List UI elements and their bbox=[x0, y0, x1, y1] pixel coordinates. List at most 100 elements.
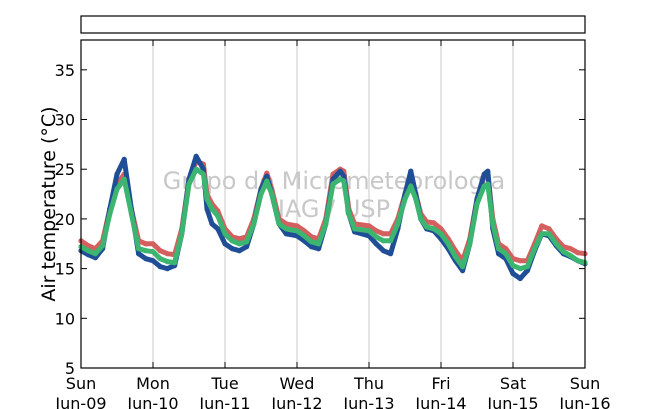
data-point bbox=[380, 238, 386, 244]
data-point bbox=[517, 266, 523, 272]
data-point bbox=[215, 213, 221, 219]
data-point bbox=[164, 251, 170, 257]
data-point bbox=[193, 153, 199, 159]
data-point bbox=[251, 221, 257, 227]
data-point bbox=[388, 238, 394, 244]
data-point bbox=[200, 171, 206, 177]
data-point bbox=[438, 231, 444, 237]
data-point bbox=[474, 201, 480, 207]
x-tick-label-day: Sat bbox=[500, 374, 526, 393]
data-point bbox=[143, 248, 149, 254]
data-point bbox=[532, 246, 538, 252]
data-point bbox=[418, 216, 424, 222]
legend-box bbox=[80, 15, 586, 34]
data-point bbox=[294, 228, 300, 234]
data-point bbox=[346, 211, 352, 217]
x-tick-label-day: Wed bbox=[280, 374, 315, 393]
data-point bbox=[121, 176, 127, 182]
plot-frame bbox=[80, 39, 586, 369]
data-point bbox=[244, 239, 250, 245]
data-point bbox=[341, 178, 347, 184]
data-point bbox=[330, 181, 336, 187]
x-tick-label-day: Mon bbox=[136, 374, 170, 393]
data-point bbox=[204, 206, 210, 212]
data-point bbox=[264, 178, 270, 184]
data-point bbox=[294, 223, 300, 229]
x-tick-label-day: Sun bbox=[570, 374, 600, 393]
x-tick-label-day: Tue bbox=[210, 374, 238, 393]
data-point bbox=[373, 241, 379, 247]
y-tick-label: 35 bbox=[55, 61, 75, 80]
data-point bbox=[164, 259, 170, 265]
y-tick-label: 10 bbox=[55, 309, 75, 328]
data-point bbox=[264, 173, 270, 179]
data-point bbox=[539, 223, 545, 229]
data-point bbox=[373, 228, 379, 234]
data-point bbox=[337, 168, 343, 174]
data-point bbox=[157, 256, 163, 262]
data-point bbox=[209, 221, 215, 227]
data-point bbox=[193, 166, 199, 172]
data-point bbox=[452, 254, 458, 260]
data-point bbox=[244, 244, 250, 250]
data-point bbox=[157, 248, 163, 254]
data-point bbox=[546, 226, 552, 232]
data-point bbox=[510, 263, 516, 269]
data-point bbox=[204, 196, 210, 202]
data-point bbox=[503, 251, 509, 257]
data-point bbox=[301, 233, 307, 239]
data-point bbox=[308, 244, 314, 250]
y-tick-label: 30 bbox=[55, 111, 75, 130]
data-point bbox=[276, 221, 282, 227]
x-tick-label-date: Jun-12 bbox=[270, 394, 322, 409]
data-point bbox=[269, 191, 275, 197]
data-point bbox=[92, 255, 98, 261]
data-point bbox=[380, 248, 386, 254]
data-point bbox=[100, 243, 106, 249]
axis-ticks: SunJun-09MonJun-10TueJun-11WedJun-12ThuJ… bbox=[54, 40, 611, 409]
data-point bbox=[128, 211, 134, 217]
data-point bbox=[366, 223, 372, 229]
x-tick-label-day: Fri bbox=[431, 374, 450, 393]
data-point bbox=[323, 221, 329, 227]
series-2 bbox=[78, 166, 588, 272]
data-point bbox=[575, 258, 581, 264]
data-point bbox=[229, 246, 235, 252]
data-point bbox=[179, 231, 185, 237]
plot-series bbox=[78, 153, 588, 282]
data-point bbox=[283, 231, 289, 237]
data-point bbox=[560, 249, 567, 255]
data-point bbox=[510, 271, 516, 277]
data-point bbox=[209, 206, 215, 212]
data-point bbox=[157, 264, 163, 270]
y-tick-label: 15 bbox=[55, 260, 75, 279]
data-point bbox=[395, 221, 401, 227]
data-point bbox=[236, 241, 242, 247]
data-point bbox=[402, 196, 408, 202]
data-point bbox=[341, 173, 347, 179]
data-point bbox=[388, 251, 394, 257]
data-point bbox=[485, 168, 491, 174]
data-point bbox=[316, 246, 322, 252]
data-point bbox=[524, 264, 531, 270]
data-point bbox=[164, 266, 170, 272]
x-tick-label-date: Jun-13 bbox=[342, 394, 394, 409]
data-point bbox=[467, 241, 473, 247]
x-tick-label-date: Jun-10 bbox=[126, 394, 178, 409]
vertical-grid bbox=[152, 40, 514, 368]
data-point bbox=[485, 181, 491, 187]
data-point bbox=[517, 275, 523, 282]
data-point bbox=[413, 196, 419, 202]
data-point bbox=[283, 226, 289, 232]
data-point bbox=[575, 250, 581, 256]
data-point bbox=[568, 253, 574, 259]
data-point bbox=[496, 246, 502, 252]
data-point bbox=[460, 264, 466, 270]
data-point bbox=[539, 231, 545, 237]
data-point bbox=[143, 256, 149, 262]
x-tick-label-day: Sun bbox=[66, 374, 96, 393]
data-point bbox=[150, 258, 156, 264]
data-point bbox=[352, 226, 358, 232]
x-tick-label-date: Jun-15 bbox=[486, 394, 538, 409]
